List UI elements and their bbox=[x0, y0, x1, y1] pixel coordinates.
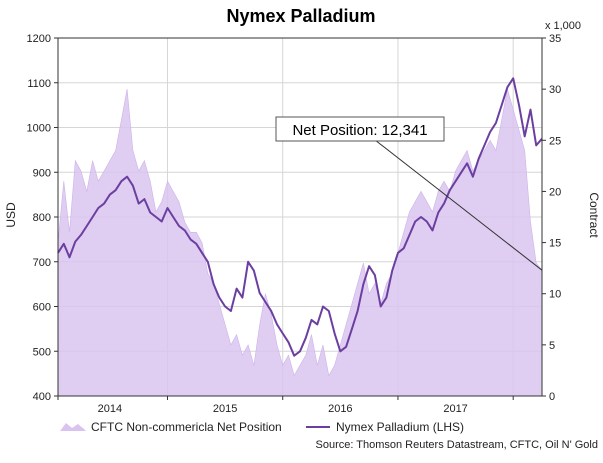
series-area-net-position bbox=[57, 89, 543, 397]
area-layer bbox=[57, 89, 543, 397]
annotation-box bbox=[275, 116, 445, 142]
source-note: Source: Thomson Reuters Datastream, CFTC… bbox=[316, 439, 599, 451]
chart-title: Nymex Palladium bbox=[226, 6, 375, 26]
y-right-tick-label: 15 bbox=[549, 238, 561, 250]
y-right-tick-label: 5 bbox=[549, 340, 555, 352]
y-right-tick-label: 10 bbox=[549, 289, 561, 301]
legend-line-label: Nymex Palladium (LHS) bbox=[336, 420, 464, 434]
y-left-tick-label: 1200 bbox=[27, 33, 51, 45]
y-left-tick-label: 900 bbox=[33, 167, 51, 179]
y-right-tick-label: 25 bbox=[549, 135, 561, 147]
legend: CFTC Non-commericla Net Position Nymex P… bbox=[60, 420, 464, 434]
y-left-tick-label: 700 bbox=[33, 257, 51, 269]
y-left-tick-label: 1000 bbox=[27, 123, 51, 135]
legend-area-swatch bbox=[60, 423, 86, 431]
x-tick-label: 2017 bbox=[443, 403, 467, 415]
annotation: Net Position: 12,341 bbox=[275, 116, 543, 271]
right-axis-multiplier: x 1,000 bbox=[545, 20, 581, 32]
line-layer bbox=[57, 77, 543, 357]
annotation-text: Net Position: 12,341 bbox=[292, 122, 427, 139]
y-right-tick-label: 20 bbox=[549, 186, 561, 198]
y-left-tick-label: 600 bbox=[33, 302, 51, 314]
y-right-tick-label: 35 bbox=[549, 33, 561, 45]
legend-area-label: CFTC Non-commericla Net Position bbox=[91, 420, 282, 434]
x-tick-label: 2016 bbox=[328, 403, 352, 415]
y-right-tick-label: 30 bbox=[549, 84, 561, 96]
series-line-palladium bbox=[57, 77, 543, 357]
y-axis-right-label: Contract bbox=[587, 192, 601, 238]
y-axis-left-ticks: 400 500 600 700 800 900 1000 1100 1200 bbox=[27, 33, 58, 403]
y-axis-right-ticks: 0 5 10 15 20 25 30 35 bbox=[542, 33, 561, 403]
y-axis-left-label: USD bbox=[4, 202, 18, 228]
x-axis-ticks: 2014 2015 2016 2017 bbox=[57, 396, 514, 415]
y-right-tick-label: 0 bbox=[549, 391, 555, 403]
y-left-tick-label: 400 bbox=[33, 391, 51, 403]
x-tick-label: 2014 bbox=[98, 403, 122, 415]
y-left-tick-label: 500 bbox=[33, 346, 51, 358]
y-left-tick-label: 800 bbox=[33, 212, 51, 224]
y-left-tick-label: 1100 bbox=[27, 78, 51, 90]
x-tick-label: 2015 bbox=[213, 403, 237, 415]
annotation-leader-line bbox=[374, 139, 543, 271]
